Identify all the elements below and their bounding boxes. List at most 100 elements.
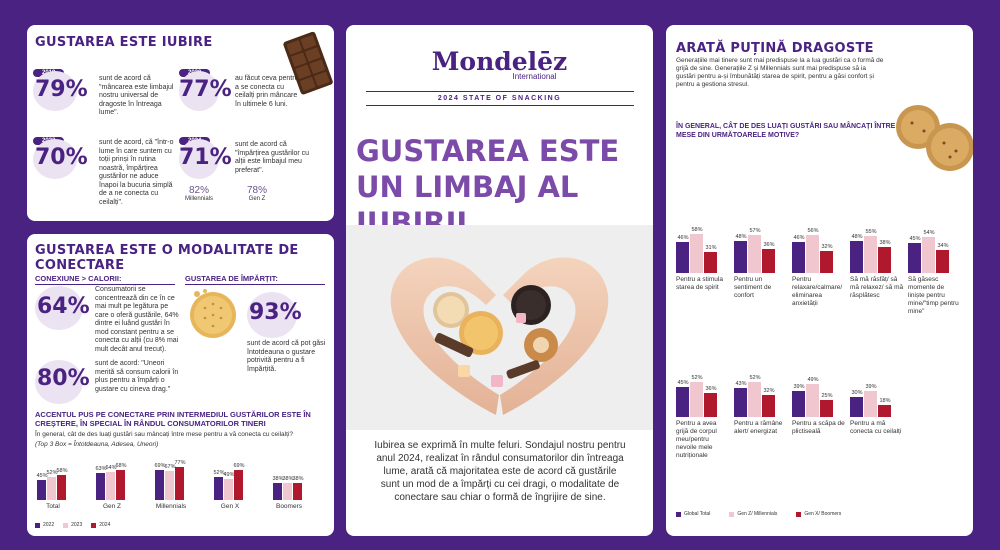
stat-80-text: sunt de acord: "Uneori merită să consum … (95, 360, 179, 393)
bar-value-label: 49% (223, 471, 235, 478)
category-label: Pentru a mă conecta cu ceilalți (850, 420, 902, 435)
bar (676, 386, 689, 417)
bar-value-label: 64% (105, 465, 117, 472)
stat-93-text: sunt de acord că pot găsi întotdeauna o … (247, 340, 326, 373)
category-label: Gen X (220, 503, 240, 510)
bar-value-label: 39% (865, 383, 877, 390)
heart-hands-image (346, 225, 653, 430)
category-label: Pentru a rămâne alert/ energizat (734, 420, 783, 435)
stat-text: au făcut ceva pentru a se conecta cu cei… (235, 75, 299, 108)
bar-value-label: 58% (691, 226, 703, 233)
bar-value-label: 36% (763, 241, 775, 248)
logo-subtitle: International (512, 72, 557, 81)
bar-value-label: 54% (923, 229, 935, 236)
stat-text: sunt de acord, că "într-o lume în care s… (99, 139, 174, 206)
bar (864, 235, 877, 273)
chart-question-note: (Top 3 Box = Întotdeauna, Adesea, Uneori… (35, 441, 159, 448)
breakdown-label: Millennials (185, 196, 214, 202)
bar-group: 45% 52% 58% (36, 456, 92, 500)
bar-value-label: 63% (95, 465, 107, 472)
category-label: Pentru un sentiment de confort (734, 276, 772, 299)
section-title: ARATĂ PUȚINĂ DRAGOSTE (676, 41, 874, 56)
bar (57, 474, 66, 500)
stat-text: sunt de acord că "mâncarea este limbajul… (99, 75, 174, 116)
bar-value-label: 52% (46, 470, 58, 477)
stat-2019: 2019 79% sunt de acord că "mâncarea este… (33, 61, 173, 116)
cookies-image (894, 95, 973, 175)
bar-value-label: 69% (154, 462, 166, 469)
bar (165, 470, 174, 500)
category-label: Pentru a scăpa de plictiseală (792, 420, 845, 435)
bar-value-label: 46% (793, 234, 805, 241)
bar (704, 392, 717, 417)
bar (283, 483, 292, 500)
bar (762, 248, 775, 273)
breakdown-value: 82% (189, 185, 210, 196)
bar (908, 242, 921, 273)
chart2-legend: Global Total Gen Z/ Millennials Gen X/ B… (676, 511, 841, 517)
bar-value-label: 45% (909, 235, 921, 242)
bar (762, 395, 775, 417)
cracker-image (187, 288, 239, 340)
bar-value-label: 67% (164, 463, 176, 470)
stat-value: 70% (35, 145, 88, 170)
report-title: 2024 STATE OF SNACKING (437, 95, 562, 102)
panel-gustarea-conectare: GUSTAREA ESTE O MODALITATE DE CONECTARE … (27, 234, 334, 536)
category-label: Pentru relaxare/calmare/ eliminarea anxi… (792, 276, 843, 307)
bar-value-label: 48% (851, 233, 863, 240)
bar (864, 390, 877, 417)
stat-text: sunt de acord că "împărțirea gustărilor … (235, 141, 310, 174)
stat-2023: 2023 70% sunt de acord, că "într-o lume … (33, 129, 173, 206)
bar-value-label: 69% (233, 462, 245, 469)
chart-connect-by-generation: 45% 52% 58% Total 63% 64% 68% Gen Z 69% 67% 77% Mil… (35, 456, 330, 516)
bar (690, 233, 703, 273)
bar-value-label: 46% (677, 234, 689, 241)
bar-group: 52% 49% 69% (213, 456, 269, 500)
category-label: Total (46, 503, 60, 510)
bar (734, 387, 747, 417)
bar-group: 45% 52% 36% (676, 337, 726, 417)
panel-center-cover: Mondelēz International 2024 STATE OF SNA… (346, 25, 653, 536)
bar-value-label: 38% (282, 476, 294, 483)
stat-2024: 2024 71% sunt de acord că "împărțirea gu… (179, 129, 329, 202)
breakdown-label: Gen Z (248, 196, 266, 202)
bar-group: 30% 39% 18% (850, 337, 900, 417)
panel-gustarea-este-iubire: GUSTAREA ESTE IUBIRE 2019 79% sunt de ac… (27, 25, 334, 221)
bar (792, 241, 805, 273)
bar-value-label: 45% (677, 379, 689, 386)
category-label: Boomers (275, 503, 302, 510)
breakdown-value: 78% (247, 185, 268, 196)
bar (234, 469, 243, 500)
bar (806, 383, 819, 417)
bar-value-label: 52% (749, 374, 761, 381)
bar-value-label: 77% (174, 459, 186, 466)
bar-value-label: 34% (937, 243, 949, 250)
bar (850, 396, 863, 417)
breakdown-millennials: 82% Millennials (185, 185, 213, 202)
legend-genx-boomers: Gen X/ Boomers (804, 511, 842, 517)
logo-wordmark: Mondelēz (431, 47, 568, 76)
chocolate-bar-image (282, 25, 334, 95)
chart-question: În general, cât de des luați gustări sau… (35, 431, 293, 438)
stat-80-value: 80% (37, 366, 90, 391)
bar (47, 477, 56, 500)
bar-group: 39% 49% 25% (792, 337, 842, 417)
bar (878, 247, 891, 273)
legend-genz-millennials: Gen Z/ Millennials (737, 511, 778, 517)
panel-arata-dragoste: ARATĂ PUȚINĂ DRAGOSTE Generațiile mai ti… (666, 25, 973, 536)
bar-group: 69% 67% 77% (154, 456, 210, 500)
bar-value-label: 25% (821, 393, 833, 400)
bar-group: 38% 38% 38% (272, 456, 328, 500)
category-label: Millennials (155, 503, 187, 510)
bar (878, 404, 891, 417)
bar-value-label: 32% (763, 388, 775, 395)
bar-value-label: 18% (879, 397, 891, 404)
bar (806, 235, 819, 273)
bar (792, 390, 805, 417)
bar-value-label: 52% (691, 374, 703, 381)
chart-reasons-for-snacking: 46% 58% 31% Pentru a stimula starea de spir… (672, 185, 970, 505)
bar-value-label: 49% (807, 376, 819, 383)
mondelez-logo: Mondelēz International (346, 47, 653, 81)
stat-64-text: Consumatorii se concentrează din ce în c… (95, 286, 179, 353)
bar-value-label: 58% (56, 467, 68, 474)
